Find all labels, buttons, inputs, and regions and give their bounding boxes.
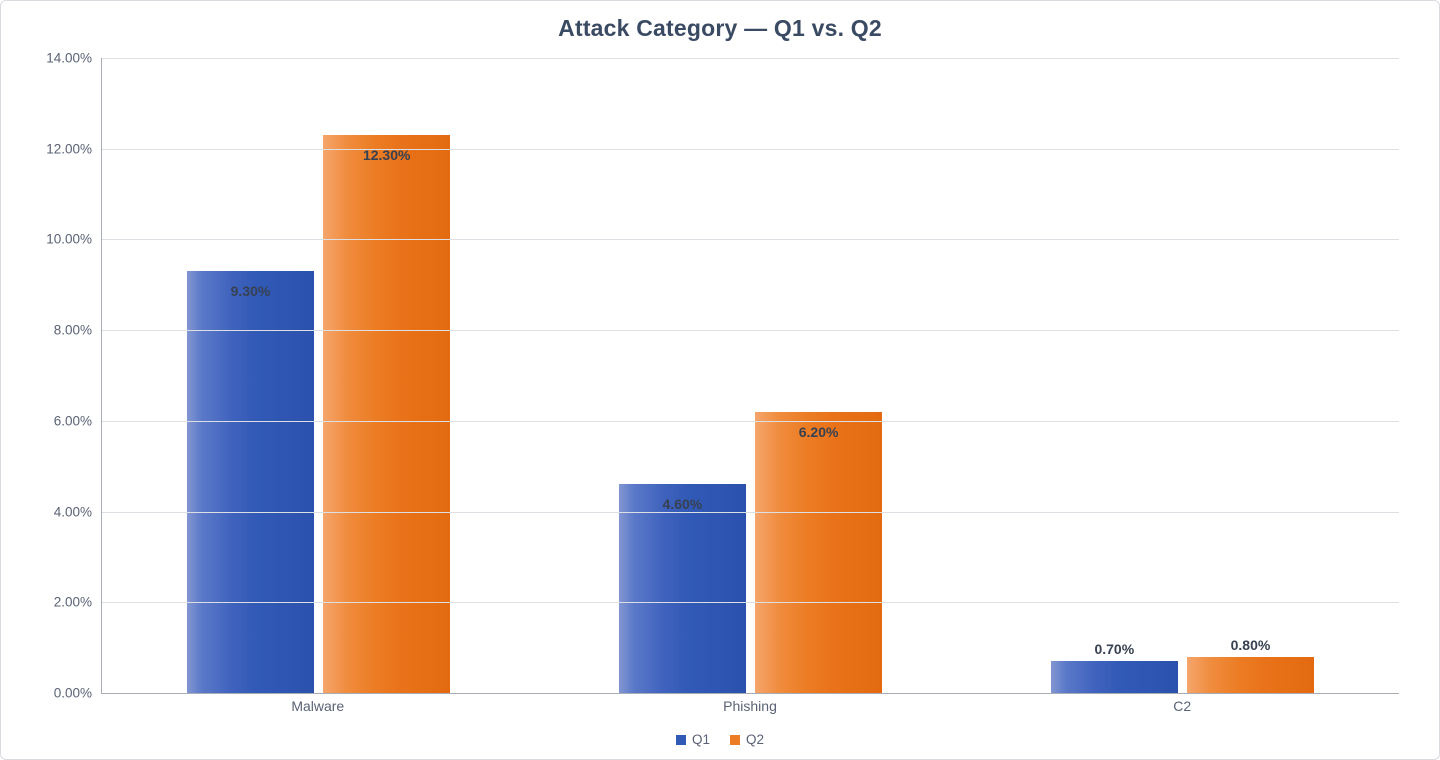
- plot-area: 9.30%12.30%4.60%6.20%0.70%0.80% 0.00%2.0…: [101, 58, 1399, 694]
- legend-item-q2: Q2: [730, 732, 764, 747]
- legend-item-q1: Q1: [676, 732, 710, 747]
- gridline: [102, 330, 1399, 331]
- gridline: [102, 58, 1399, 59]
- legend-label-q2: Q2: [746, 732, 764, 747]
- y-tick-label: 6.00%: [54, 413, 92, 428]
- gridline: [102, 149, 1399, 150]
- gridline: [102, 421, 1399, 422]
- chart-frame: Attack Category — Q1 vs. Q2 9.30%12.30%4…: [0, 0, 1440, 760]
- bar-label-phishing-q1: 4.60%: [663, 496, 703, 512]
- x-tick-label-malware: Malware: [291, 698, 344, 714]
- gridline: [102, 602, 1399, 603]
- bar-malware-q2: [323, 135, 450, 693]
- y-tick-label: 0.00%: [54, 686, 92, 701]
- bar-phishing-q2: [755, 412, 882, 693]
- y-tick-label: 8.00%: [54, 323, 92, 338]
- legend-swatch-q2: [730, 735, 740, 745]
- y-tick-label: 12.00%: [46, 141, 92, 156]
- bar-label-phishing-q2: 6.20%: [799, 424, 839, 440]
- bar-label-malware-q1: 9.30%: [231, 283, 271, 299]
- legend-swatch-q1: [676, 735, 686, 745]
- gridline: [102, 239, 1399, 240]
- bar-label-c2-q2: 0.80%: [1231, 637, 1271, 653]
- x-axis-labels: Malware Phishing C2: [101, 698, 1399, 720]
- y-tick-label: 10.00%: [46, 232, 92, 247]
- y-tick-label: 14.00%: [46, 51, 92, 66]
- bars-layer: 9.30%12.30%4.60%6.20%0.70%0.80%: [102, 58, 1399, 693]
- bar-c2-q2: [1187, 657, 1314, 693]
- legend: Q1 Q2: [1, 724, 1439, 759]
- bar-c2-q1: [1051, 661, 1178, 693]
- x-tick-label-c2: C2: [1173, 698, 1191, 714]
- legend-label-q1: Q1: [692, 732, 710, 747]
- bar-malware-q1: [187, 271, 314, 693]
- bar-label-c2-q1: 0.70%: [1094, 641, 1134, 657]
- y-tick-label: 2.00%: [54, 595, 92, 610]
- chart-title: Attack Category — Q1 vs. Q2: [1, 1, 1439, 48]
- x-tick-label-phishing: Phishing: [723, 698, 777, 714]
- y-tick-label: 4.00%: [54, 504, 92, 519]
- gridline: [102, 512, 1399, 513]
- bar-phishing-q1: [619, 484, 746, 693]
- plot-wrap: 9.30%12.30%4.60%6.20%0.70%0.80% 0.00%2.0…: [1, 48, 1439, 724]
